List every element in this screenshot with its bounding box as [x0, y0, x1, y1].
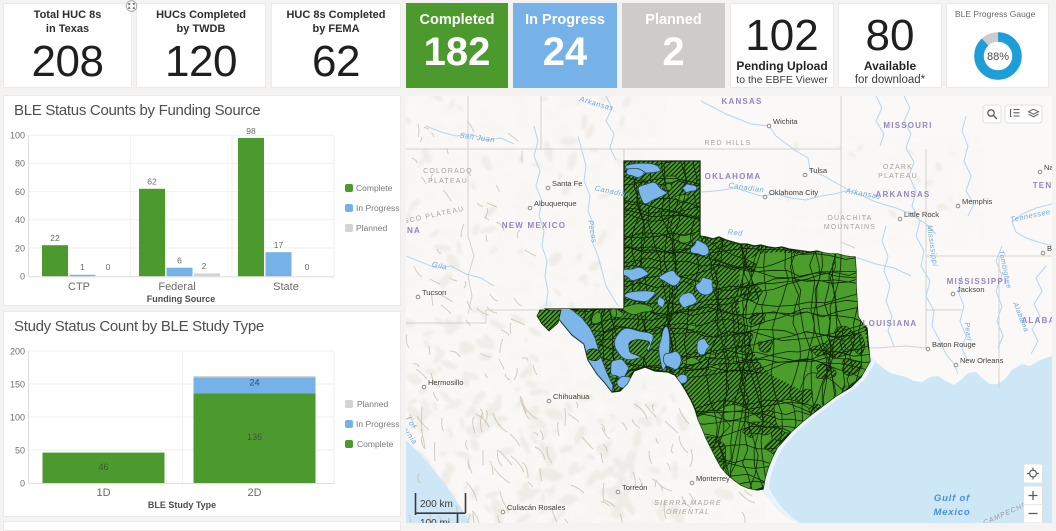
svg-text:Mexico: Mexico	[933, 507, 970, 518]
svg-text:20: 20	[15, 243, 25, 253]
svg-text:Planned: Planned	[356, 223, 387, 233]
svg-text:Tucson: Tucson	[422, 288, 446, 297]
svg-text:62: 62	[147, 177, 157, 187]
svg-text:40: 40	[15, 215, 25, 225]
svg-text:6: 6	[177, 256, 182, 266]
svg-text:2: 2	[202, 261, 207, 271]
svg-text:MISSISSIPPI: MISSISSIPPI	[947, 277, 1008, 286]
svg-text:Jackson: Jackson	[957, 285, 985, 294]
svg-text:Gulf of: Gulf of	[934, 493, 970, 504]
svg-text:SIERRA MADRE: SIERRA MADRE	[654, 500, 721, 507]
svg-text:PLATEAU: PLATEAU	[428, 178, 468, 185]
svg-text:Culiacán Rosales: Culiacán Rosales	[507, 503, 566, 512]
svg-text:Santa Fe: Santa Fe	[552, 179, 582, 188]
svg-text:ORIENTAL: ORIENTAL	[666, 509, 710, 516]
svg-text:80: 80	[15, 159, 25, 169]
svg-text:0: 0	[305, 262, 310, 272]
svg-text:0: 0	[106, 262, 111, 272]
svg-text:CTP: CTP	[68, 281, 90, 293]
svg-text:100 mi: 100 mi	[420, 518, 450, 523]
svg-text:22: 22	[50, 233, 60, 243]
svg-text:Hermosillo: Hermosillo	[428, 378, 463, 387]
svg-text:Bir: Bir	[1047, 244, 1052, 253]
svg-text:60: 60	[15, 187, 25, 197]
svg-text:Funding Source: Funding Source	[147, 294, 216, 304]
svg-text:200 km: 200 km	[420, 499, 453, 510]
svg-text:NEW MEXICO: NEW MEXICO	[502, 221, 566, 230]
svg-text:Pearl: Pearl	[963, 322, 973, 342]
svg-text:OKLAHOMA: OKLAHOMA	[705, 172, 762, 181]
svg-text:1: 1	[80, 262, 85, 272]
svg-text:ARKANSAS: ARKANSAS	[876, 190, 931, 199]
svg-text:COLORADO: COLORADO	[423, 168, 473, 175]
svg-text:Little Rock: Little Rock	[904, 210, 939, 219]
svg-text:Oklahoma City: Oklahoma City	[769, 188, 818, 197]
svg-text:PLATEAU: PLATEAU	[878, 173, 918, 180]
svg-text:In Progress: In Progress	[356, 203, 399, 213]
svg-text:Monterrey: Monterrey	[696, 474, 730, 483]
svg-text:Pecos: Pecos	[586, 219, 599, 244]
svg-text:Tulsa: Tulsa	[809, 166, 828, 175]
svg-text:LOUISIANA: LOUISIANA	[863, 319, 918, 328]
svg-text:New Orleans: New Orleans	[960, 356, 1004, 365]
svg-text:17: 17	[274, 240, 284, 250]
svg-text:OUACHITA: OUACHITA	[827, 215, 872, 222]
svg-text:46: 46	[98, 462, 108, 472]
svg-text:Memphis: Memphis	[962, 197, 993, 206]
svg-text:0: 0	[20, 272, 25, 282]
svg-text:2D: 2D	[247, 487, 261, 499]
svg-text:136: 136	[247, 432, 262, 442]
svg-text:98: 98	[246, 126, 256, 136]
svg-text:24: 24	[249, 378, 259, 388]
svg-text:Albuquerque: Albuquerque	[534, 199, 577, 208]
svg-text:1D: 1D	[96, 487, 110, 499]
svg-text:Chihuahua: Chihuahua	[553, 392, 590, 401]
svg-text:200: 200	[10, 347, 25, 357]
svg-text:MISSOURI: MISSOURI	[883, 121, 932, 130]
svg-text:Federal: Federal	[158, 281, 195, 293]
svg-text:RED HILLS: RED HILLS	[705, 140, 752, 147]
svg-text:100: 100	[10, 131, 25, 141]
svg-text:OZARK: OZARK	[883, 164, 913, 171]
svg-text:MOUNTAINS: MOUNTAINS	[824, 224, 876, 231]
svg-text:KANSAS: KANSAS	[722, 97, 763, 106]
svg-text:Planned: Planned	[357, 399, 388, 409]
svg-text:Torreón: Torreón	[622, 483, 647, 492]
svg-text:50: 50	[15, 446, 25, 456]
svg-text:ALABAMA: ALABAMA	[1022, 316, 1052, 325]
svg-text:In Progress: In Progress	[356, 419, 399, 429]
svg-text:NA: NA	[407, 226, 421, 235]
svg-text:BLE Study Type: BLE Study Type	[148, 500, 216, 510]
svg-text:88%: 88%	[987, 51, 1009, 63]
svg-text:100: 100	[10, 413, 25, 423]
svg-text:Complete: Complete	[357, 439, 394, 449]
svg-text:150: 150	[10, 380, 25, 390]
svg-text:0: 0	[20, 479, 25, 489]
svg-text:State: State	[273, 281, 299, 293]
svg-text:Baton Rouge: Baton Rouge	[932, 340, 976, 349]
svg-text:Complete: Complete	[356, 183, 393, 193]
svg-text:Gila: Gila	[431, 259, 448, 271]
svg-text:Red: Red	[727, 227, 743, 238]
svg-text:Na: Na	[1044, 163, 1052, 172]
svg-text:Wichita: Wichita	[773, 117, 798, 126]
